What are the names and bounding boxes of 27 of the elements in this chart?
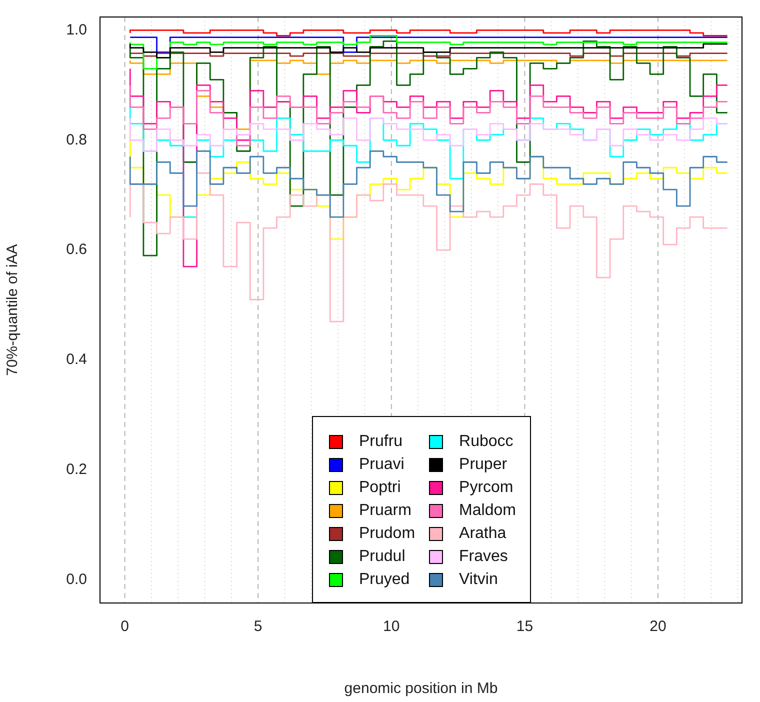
x-tick-label: 5: [254, 618, 262, 636]
legend-label: Pruper: [459, 456, 508, 474]
legend-label: Pyrcom: [459, 478, 514, 496]
legend-label: Prudom: [359, 524, 416, 542]
legend-label: Pruyed: [359, 570, 410, 588]
legend-label: Poptri: [359, 478, 401, 496]
x-axis-title: genomic position in Mb: [344, 680, 498, 698]
legend-label: Fraves: [459, 548, 508, 566]
legend-label: Vitvin: [459, 570, 498, 588]
x-tick-label: 0: [120, 618, 129, 636]
x-tick-label: 15: [516, 618, 534, 636]
legend-label: Rubocc: [459, 432, 514, 450]
y-tick-label: 1.0: [66, 21, 87, 38]
y-tick-label: 0.0: [66, 571, 87, 588]
x-tick-label: 10: [383, 618, 400, 636]
y-tick-label: 0.2: [66, 461, 87, 478]
legend-label: Pruavi: [359, 456, 404, 474]
legend-label: Prufru: [359, 432, 403, 450]
x-tick-label: 20: [650, 618, 666, 636]
legend-label: Pruarm: [359, 502, 412, 520]
y-axis-title: 70%-quantile of iAA: [4, 244, 22, 376]
legend-label: Prudul: [359, 548, 406, 566]
y-tick-label: 0.4: [66, 351, 87, 368]
y-tick-label: 0.6: [66, 241, 87, 258]
y-tick-label: 0.8: [66, 131, 87, 148]
legend-label: Aratha: [459, 524, 506, 542]
legend-label: Maldom: [459, 502, 516, 520]
